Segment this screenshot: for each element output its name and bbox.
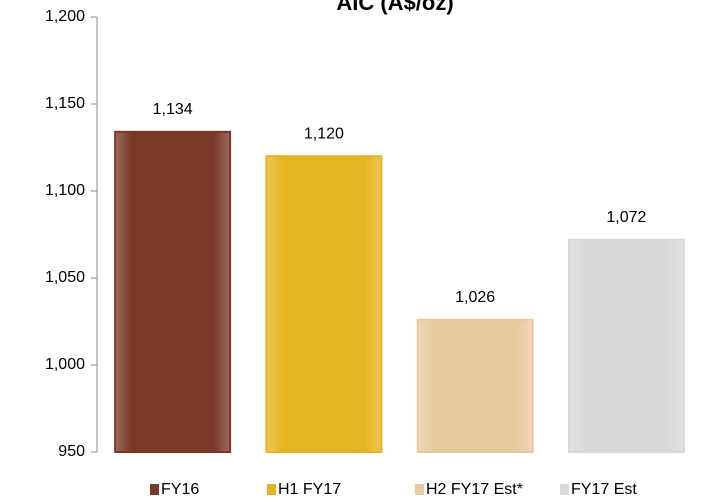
chart-title: AIC (A$/oz) [336,0,453,15]
legend-label: FY17 Est [571,481,637,498]
legend-label: FY16 [161,481,199,498]
value-label: 1,134 [153,101,193,118]
y-tick-label: 950 [58,443,85,460]
bar [114,130,232,453]
value-label: 1,072 [606,209,646,226]
y-tick-label: 1,100 [45,182,85,199]
bar [265,155,383,453]
y-tick-label: 1,050 [45,269,85,286]
bar [416,318,534,454]
y-tick-label: 1,150 [45,95,85,112]
legend-label: H1 FY17 [278,481,341,498]
legend-swatch [150,484,159,495]
y-tick-label: 1,200 [45,8,85,25]
legend-swatch [560,484,569,495]
value-label: 1,026 [455,289,495,306]
legend-swatch [267,484,276,495]
value-label: 1,120 [304,125,344,142]
bar [567,238,685,453]
legend-label: H2 FY17 Est* [426,481,523,498]
legend-swatch [415,484,424,495]
y-tick-label: 1,000 [45,356,85,373]
